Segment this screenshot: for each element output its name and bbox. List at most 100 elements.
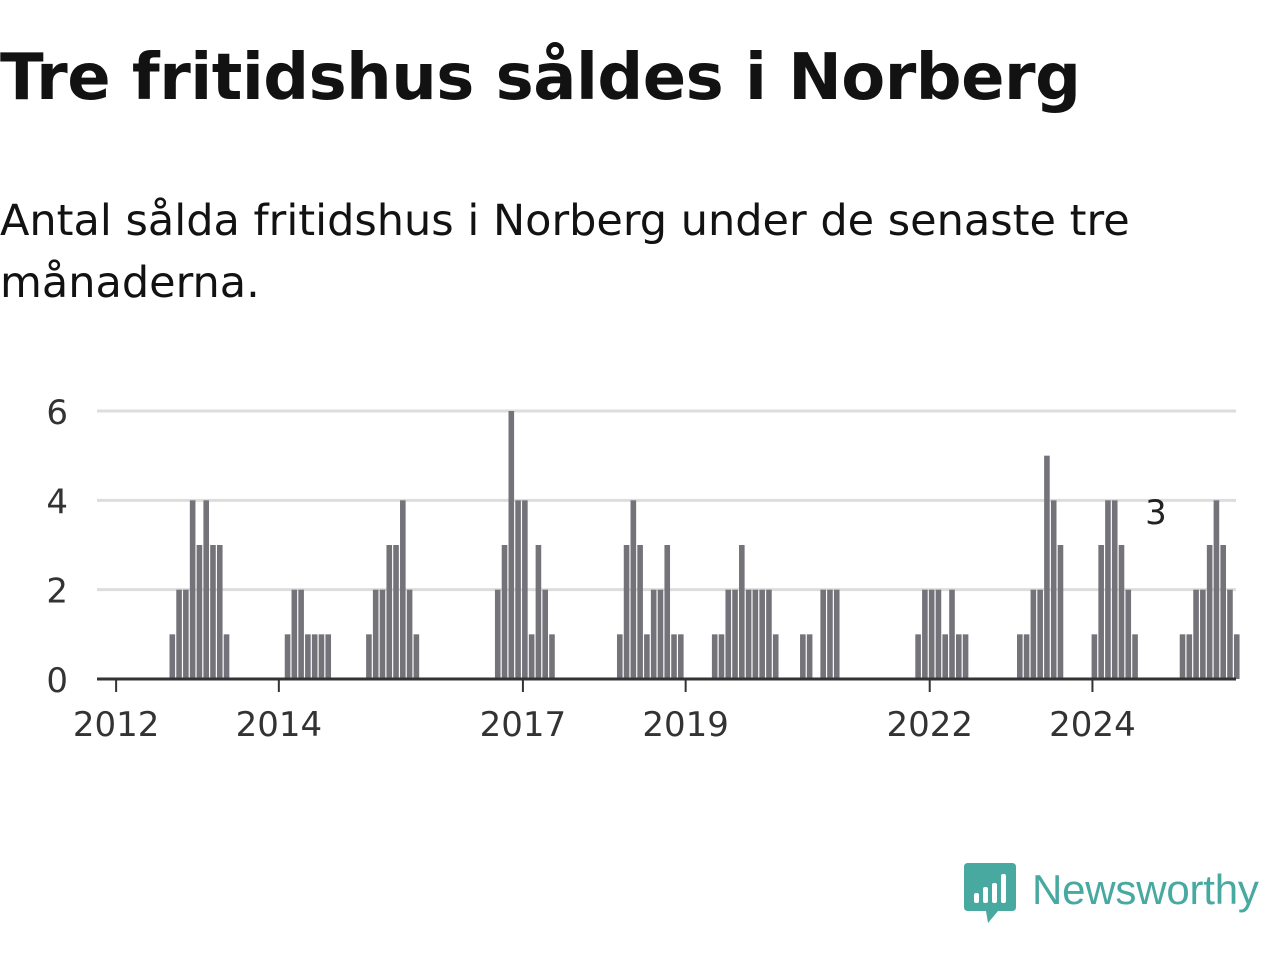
x-tick-label: 2012 [73,705,160,745]
y-tick-label: 0 [46,661,68,701]
bar [508,411,515,679]
bar [298,589,304,679]
bar [549,634,555,679]
bar [515,500,521,679]
bar [183,589,189,679]
chart-subtitle: Antal sålda fritidshus i Norberg under d… [0,196,1130,308]
bar [1037,589,1043,679]
bar [616,634,623,679]
bar [759,589,765,679]
bar [827,589,833,679]
bar [325,634,332,679]
bar [1220,545,1226,679]
bar [644,634,650,679]
y-tick-label: 6 [46,393,68,433]
x-tick-label: 2024 [1049,705,1136,745]
bar [528,634,535,679]
bar [922,589,928,679]
bar [739,545,745,679]
y-tick-label: 4 [46,482,68,522]
bar [766,589,772,679]
chart-title: Tre fritidshus såldes i Norberg [0,41,1081,115]
bar [806,634,813,679]
bar [413,634,420,679]
bars [169,411,1240,679]
bar [216,545,223,679]
highlight-value-label: 3 [1145,493,1167,533]
bar [949,589,955,679]
bar [311,634,318,679]
bar [623,545,630,679]
bar [1023,634,1030,679]
bar [366,634,372,679]
bar [203,500,209,679]
x-tick-label: 2017 [480,705,567,745]
bar [223,634,230,679]
bar [752,589,759,679]
y-tick-label: 2 [46,572,68,612]
bar [745,589,752,679]
bar [820,589,826,679]
bar [1111,500,1118,679]
bar [494,589,501,679]
bar [406,589,413,679]
bar [1233,634,1240,679]
bar [915,634,921,679]
bar [372,589,379,679]
bar [542,589,548,679]
x-tick-label: 2019 [642,705,729,745]
bar [1030,589,1037,679]
bar [800,634,806,679]
bar [1206,545,1213,679]
bar [501,545,508,679]
bar [630,500,637,679]
x-axis [97,677,1236,692]
bar [1200,589,1206,679]
newsworthy-logo: Newsworthy [964,862,1259,926]
brand-name: Newsworthy [1032,866,1259,913]
bar [291,589,298,679]
bar [379,589,386,679]
x-tick-label: 2014 [236,705,323,745]
bar [522,500,528,679]
bar [942,634,949,679]
bar [1132,634,1138,679]
bar [305,634,311,679]
bar [1017,634,1023,679]
bar [772,634,779,679]
bar [1057,545,1064,679]
bar [650,589,657,679]
bar [678,634,684,679]
bar [1118,545,1125,679]
bar [711,634,718,679]
bar [196,545,203,679]
bar [210,545,216,679]
bar [284,634,291,679]
bar [962,634,969,679]
bar [1098,545,1104,679]
bar [189,500,196,679]
bar [833,589,840,679]
bar [671,634,677,679]
bar [657,589,664,679]
bar [718,634,725,679]
bar [928,589,935,679]
labels: 0 2 4 6 2012 2014 2017 2019 2022 2024 3 [46,393,1166,745]
bar [1125,589,1132,679]
bar [732,589,738,679]
bar [1193,589,1199,679]
bar [176,589,182,679]
bar [725,589,732,679]
bar [1227,589,1233,679]
bar [1179,634,1186,679]
bar [664,545,671,679]
bar [1044,455,1050,679]
bar [1050,500,1057,679]
bar [318,634,325,679]
x-tick-label: 2022 [886,705,973,745]
bar [1105,500,1111,679]
bar [386,545,393,679]
bar [1091,634,1098,679]
bar [535,545,542,679]
bar [955,634,962,679]
